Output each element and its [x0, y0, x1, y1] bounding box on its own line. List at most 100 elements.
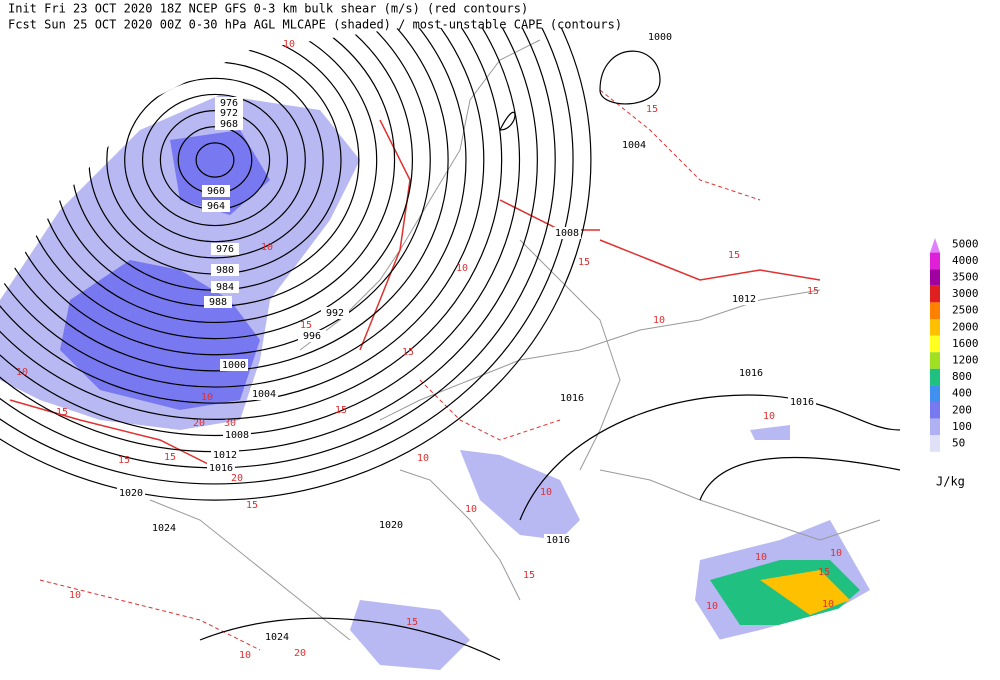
colorbar-cap: [930, 238, 940, 253]
colorbar-box: [930, 285, 940, 303]
colorbar-label: 800: [952, 370, 972, 383]
colorbar-box: [930, 385, 940, 402]
isobar-label: 976: [220, 98, 238, 109]
isobar-label: 992: [326, 308, 344, 319]
isobar-label-bg: [150, 522, 178, 534]
colorbar-label: 50: [952, 437, 965, 450]
colorbar-box: [930, 352, 940, 369]
shear-label: 10: [201, 392, 213, 403]
shear-label: 15: [246, 500, 258, 511]
colorbar-label: 2500: [952, 304, 979, 317]
isobar-label: 968: [220, 119, 238, 130]
isobar-label-bg: [553, 227, 581, 239]
isobar: [499, 111, 516, 131]
colorbar-label: 400: [952, 387, 972, 400]
isobar-label-bg: [220, 359, 248, 371]
isobar-label-bg: [215, 118, 243, 130]
colorbar-label: 3500: [952, 271, 979, 284]
shear-label: 20: [231, 473, 243, 484]
isobar-label: 1024: [265, 632, 289, 643]
shear-label: 10: [465, 504, 477, 515]
isobar: [599, 50, 661, 105]
shear-label: 30: [224, 418, 236, 429]
isobar-label: 1004: [622, 140, 646, 151]
colorbar-label: 2000: [952, 320, 979, 333]
isobar-label-bg: [321, 307, 349, 319]
shear-label: 10: [755, 552, 767, 563]
isobar: [699, 456, 901, 501]
colorbar-label: 200: [952, 403, 972, 416]
isobar-label-bg: [250, 388, 278, 400]
shear-label: 10: [706, 601, 718, 612]
colorbar-label: 4000: [952, 254, 979, 267]
isobar: [0, 28, 485, 404]
isobars: [0, 28, 901, 661]
colorbar-label: 1600: [952, 337, 979, 350]
isobar-label-bg: [211, 243, 239, 255]
isobar-label-bg: [211, 264, 239, 276]
shear-contours-dashed: [39, 89, 761, 651]
isobar-label: 1016: [790, 397, 814, 408]
shear-contours: [9, 119, 821, 471]
isobar-label: 996: [303, 331, 321, 342]
map-area: [0, 28, 901, 670]
isobar-label-bg: [202, 185, 230, 197]
colorbar-box: [930, 368, 940, 386]
legend-unit: J/kg: [936, 475, 965, 489]
shear-label: 15: [807, 286, 819, 297]
isobar-label: 1012: [732, 294, 756, 305]
colorbar-label: 5000: [952, 237, 979, 250]
isobar: [0, 28, 592, 501]
isobar-label-bg: [215, 97, 243, 109]
cape-shading-2000: [760, 570, 850, 615]
colorbar-box: [930, 269, 940, 286]
isobar: [0, 28, 449, 372]
isobar-label: 1016: [560, 393, 584, 404]
isobar-label: 1000: [222, 360, 246, 371]
colorbar-label: 100: [952, 420, 972, 433]
isobar-label: 1020: [119, 488, 143, 499]
isobar-label: 984: [216, 282, 234, 293]
isobar-label: 964: [207, 201, 225, 212]
shear-label: 15: [728, 250, 740, 261]
isobar-label: 1024: [152, 523, 176, 534]
shear-label: 15: [578, 257, 590, 268]
shear-label: 15: [818, 567, 830, 578]
isobar: [141, 93, 289, 227]
isobar-label: 1016: [739, 368, 763, 379]
isobar-label: 1008: [555, 228, 579, 239]
isobar-label: 1012: [213, 450, 237, 461]
isobar-label-bg: [263, 631, 291, 643]
isobar-label-bg: [215, 107, 243, 119]
isobar-label-bg: [207, 462, 235, 474]
colorbar-box: [930, 418, 940, 436]
colorbar-box: [930, 252, 940, 270]
isobar-label-bg: [202, 200, 230, 212]
isobar-label-bg: [298, 330, 326, 342]
shear-label: 15: [402, 347, 414, 358]
header-line: Init Fri 23 OCT 2020 18Z NCEP GFS 0-3 km…: [8, 2, 528, 16]
isobar-label-bg: [211, 449, 239, 461]
colorbar-label: 3000: [952, 287, 979, 300]
isobar-label-bg: [788, 396, 816, 408]
isobar-label-bg: [117, 487, 145, 499]
shear-label: 15: [406, 617, 418, 628]
shear-label: 10: [283, 39, 295, 50]
isobar-label-bg: [211, 281, 239, 293]
header-line: Fcst Sun 25 OCT 2020 00Z 0-30 hPa AGL ML…: [8, 18, 622, 32]
isobar-label-bg: [544, 534, 572, 546]
isobar: [0, 28, 521, 437]
shear-label: 15: [56, 407, 68, 418]
isobar: [519, 394, 901, 521]
shear-label: 10: [456, 263, 468, 274]
shear-label: 10: [540, 487, 552, 498]
shear-label: 15: [646, 104, 658, 115]
isobar-label: 960: [207, 186, 225, 197]
isobar: [0, 28, 503, 420]
shear-label: 10: [822, 599, 834, 610]
colorbar-box: [930, 402, 940, 419]
isobar-label-bg: [737, 367, 765, 379]
isobar: [195, 142, 235, 178]
isobar-label-bg: [646, 31, 674, 43]
